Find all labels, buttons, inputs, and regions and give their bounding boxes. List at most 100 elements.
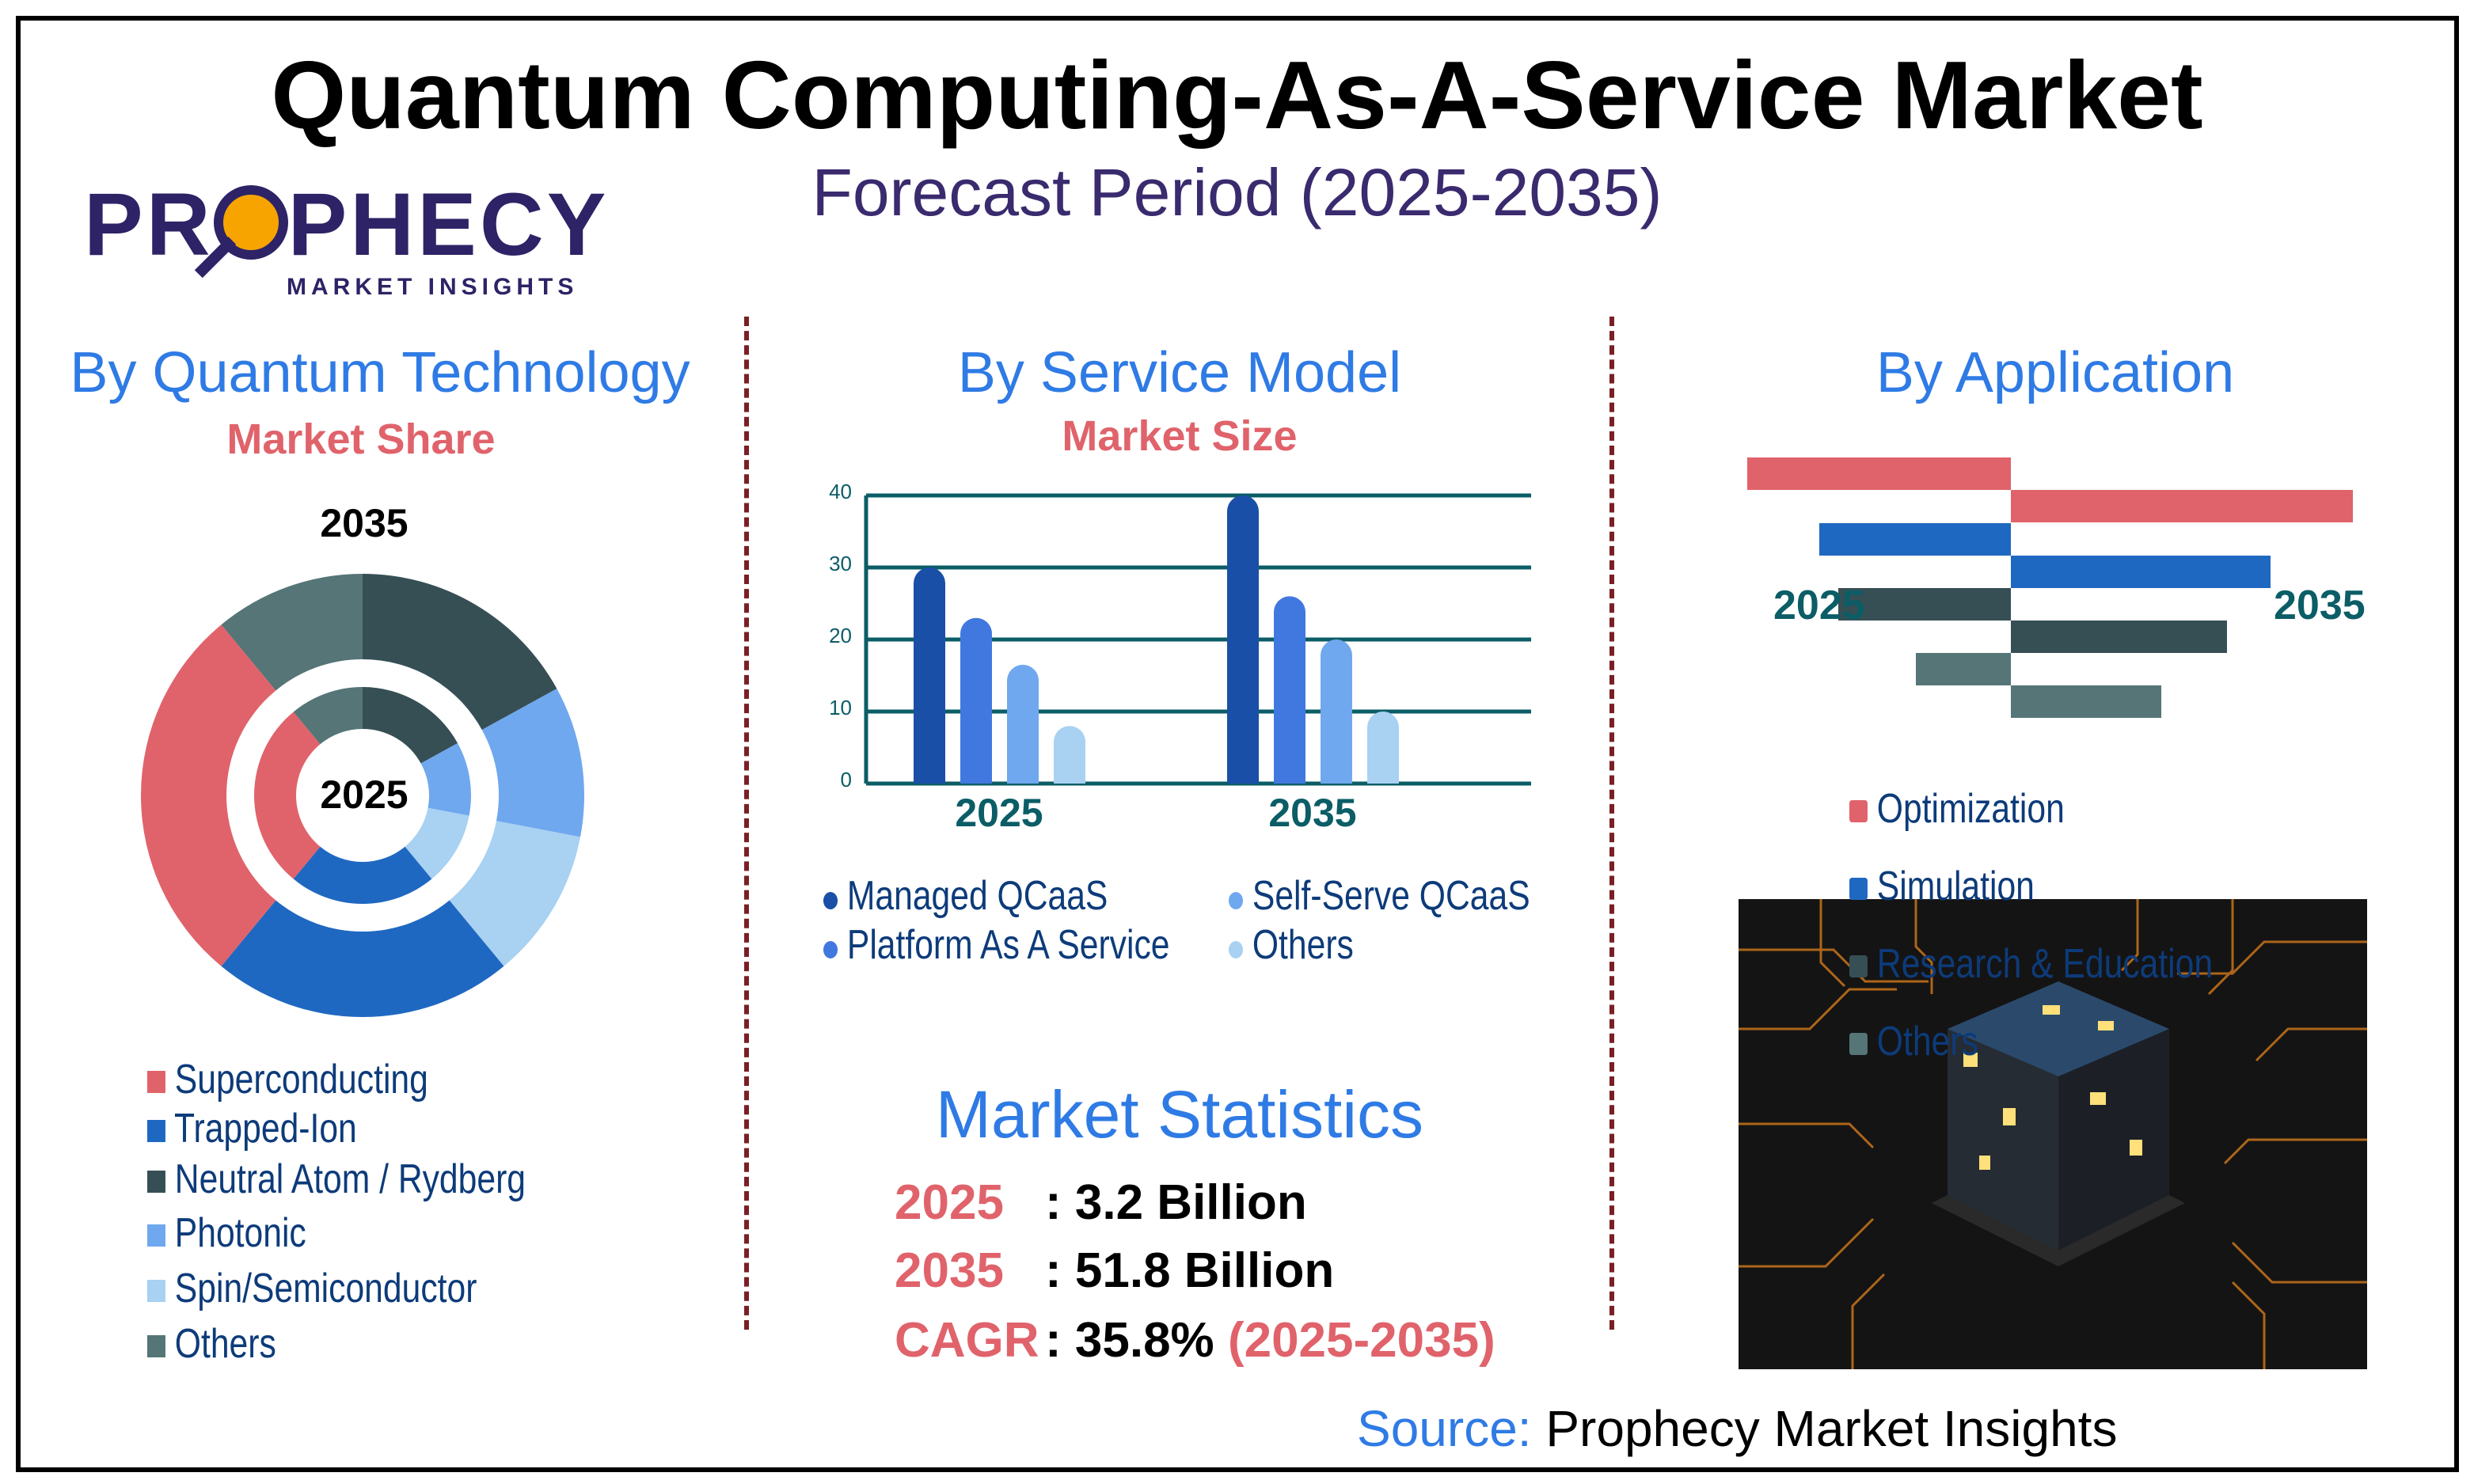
service-legend-item: Managed QCaaS [823, 872, 1108, 920]
legend-swatch [147, 1171, 165, 1193]
donut-inner-label: 2025 [320, 772, 409, 817]
donut-slice-2035-trapped-ion [221, 900, 504, 1017]
bar-2035-research-education [2011, 621, 2227, 653]
section-title-service-model: By Service Model [957, 341, 1402, 404]
stat-row: : 3.2 Billion [1045, 1175, 1307, 1231]
legend-label: Others [1252, 922, 1354, 968]
service-legend-item: Self-Serve QCaaS [1229, 872, 1530, 920]
legend-swatch [147, 1071, 165, 1093]
donut-slice-2025-spin-semiconductor [405, 807, 469, 879]
legend-label: Neutral Atom / Rydberg [174, 1156, 526, 1202]
technology-legend-item: Spin/Semiconductor [147, 1265, 477, 1312]
y-tick-label: 30 [829, 552, 852, 575]
y-tick-label: 20 [829, 624, 852, 647]
legend-label: Others [1876, 1019, 1978, 1065]
section-subtitle-service-model: Market Size [1062, 412, 1298, 460]
legend-label: Research & Education [1876, 941, 2214, 987]
stat-row: : 51.8 Billion [1045, 1243, 1334, 1299]
stat-value: 51.8 Billion [1074, 1243, 1335, 1298]
legend-label: Simulation [1876, 863, 2035, 909]
section-title-application: By Application [1875, 341, 2235, 404]
source-value: Prophecy Market Insights [1545, 1400, 2118, 1457]
y-tick-label: 0 [840, 768, 852, 791]
application-legend-item: Optimization [1849, 785, 2065, 833]
logo-text-post: PHECY [287, 175, 610, 274]
section-title-technology: By Quantum Technology [70, 341, 690, 404]
technology-legend-item: Photonic [147, 1209, 306, 1257]
butterfly-right-label: 2035 [2274, 583, 2366, 628]
stats-title: Market Statistics [935, 1077, 1424, 1152]
application-legend-item: Simulation [1849, 863, 2035, 910]
legend-swatch [147, 1120, 165, 1142]
stat-sep: : [1045, 1243, 1062, 1298]
x-tick-label: 2025 [955, 791, 1043, 835]
legend-swatch [1849, 955, 1868, 977]
legend-swatch [147, 1224, 165, 1247]
legend-label: Trapped-Ion [174, 1106, 357, 1152]
bar-2025-research-education [1838, 588, 2011, 621]
logo: PR PHECY MARKET INSIGHTS [84, 180, 606, 307]
stat-label-wrap: CAGR [895, 1312, 1039, 1368]
service-legend-item: Platform As A Service [823, 921, 1170, 969]
legend-swatch [147, 1335, 165, 1357]
legend-label: Managed QCaaS [846, 873, 1108, 919]
donut-slice-2035-photonic [481, 689, 585, 837]
donut-slice-2025-others [293, 687, 363, 745]
stat-label: 2035 [895, 1243, 1004, 1298]
donut-slice-2035-superconducting [140, 624, 276, 966]
bar-2035-platform-as-a-service [1274, 596, 1305, 784]
service-legend-item: Others [1229, 921, 1354, 969]
source-line: Source: Prophecy Market Insights [1357, 1399, 2117, 1458]
donut-slice-2025-neutral-atom-rydberg [363, 687, 458, 764]
bar-2035-managed-qcaas [1227, 495, 1259, 784]
stat-sep: : [1045, 1175, 1062, 1230]
technology-legend-item: Others [147, 1320, 276, 1368]
divider-right [1609, 317, 1614, 1330]
bar-2035-simulation [2011, 556, 2271, 588]
legend-swatch [1849, 800, 1868, 822]
stat-value: 35.8% [1074, 1313, 1214, 1368]
donut-slice-2035-neutral-atom-rydberg [363, 574, 557, 731]
divider-left [744, 317, 749, 1330]
source-label: Source: [1357, 1400, 1532, 1457]
legend-label: Spin/Semiconductor [174, 1266, 477, 1311]
application-legend-item: Research & Education [1849, 940, 2213, 988]
y-tick-label: 40 [829, 480, 852, 503]
logo-tagline: MARKET INSIGHTS [287, 274, 579, 300]
legend-swatch [1849, 878, 1868, 900]
technology-legend-item: Trapped-Ion [147, 1105, 357, 1152]
donut-slice-2025-superconducting [254, 712, 321, 879]
section-subtitle-technology: Market Share [226, 416, 496, 463]
bar-2035-others [2011, 685, 2161, 718]
legend-label: Others [174, 1321, 276, 1367]
donut-slice-2035-others [221, 574, 363, 691]
legend-dot [1229, 892, 1244, 909]
legend-label: Optimization [1876, 786, 2065, 832]
y-tick-label: 10 [829, 696, 852, 719]
legend-swatch [1849, 1033, 1868, 1055]
stat-extra: (2025-2035) [1227, 1313, 1495, 1368]
bar-2035-self-serve-qcaas [1321, 640, 1352, 784]
bar-2035-optimization [2011, 490, 2353, 522]
bar-2025-simulation [1819, 523, 2011, 556]
logo-text-pre: PR [84, 175, 214, 274]
donut-slice-2025-photonic [420, 742, 472, 816]
bar-2025-managed-qcaas [914, 567, 945, 784]
x-tick-label: 2035 [1268, 791, 1357, 835]
stat-label-wrap: 2035 [895, 1243, 1004, 1299]
stat-sep: : [1045, 1313, 1062, 1368]
page-title: Quantum Computing-As-A-Service Market [271, 41, 2203, 149]
legend-label: Photonic [174, 1210, 306, 1256]
donut-slice-2025-trapped-ion [293, 846, 432, 904]
bar-2025-others [1054, 726, 1085, 784]
legend-dot [823, 941, 838, 958]
butterfly-left-label: 2025 [1773, 583, 1865, 628]
application-legend-item: Others [1849, 1018, 1978, 1065]
legend-dot [823, 892, 838, 909]
stat-label: 2025 [895, 1175, 1004, 1230]
stat-label: CAGR [895, 1313, 1039, 1368]
